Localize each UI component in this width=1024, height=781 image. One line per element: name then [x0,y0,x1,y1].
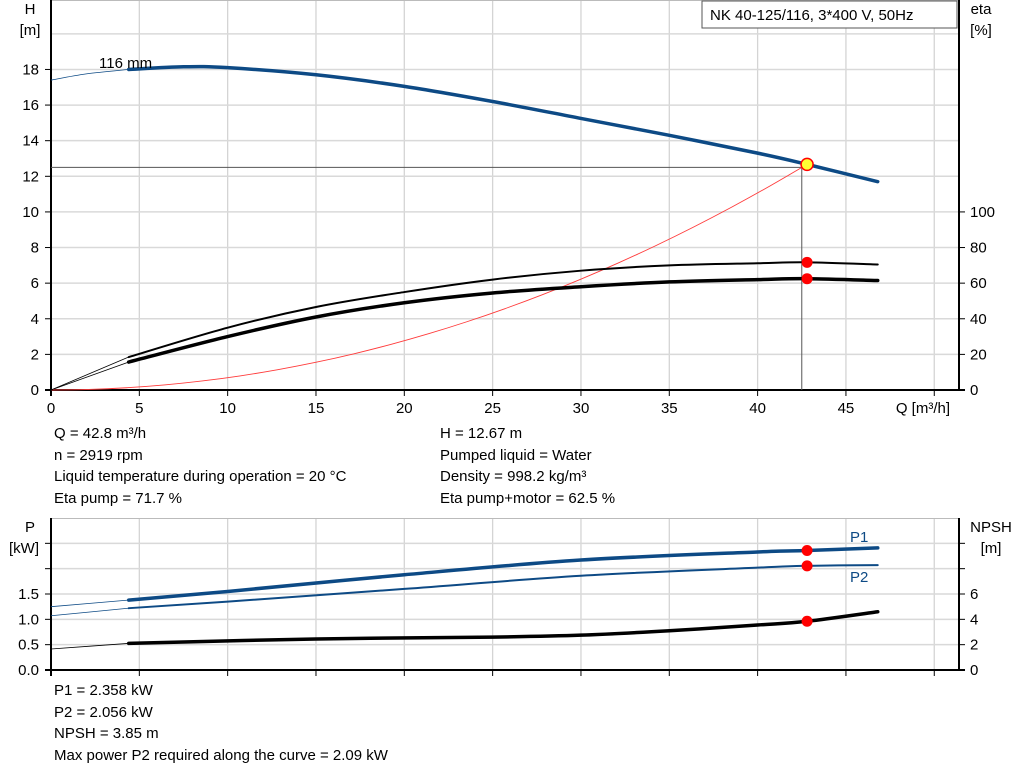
eta-pump-point [801,256,813,268]
h-tick-label: 18 [22,61,39,78]
chart-title: NK 40-125/116, 3*400 V, 50Hz [710,7,913,24]
duty-point [800,157,814,172]
eta-tick-label: 40 [970,311,987,328]
system-curve [50,163,808,391]
p2-curve-extrapolated [50,607,129,617]
plot-frame [50,0,960,391]
x-tick-label: 0 [47,400,55,417]
h-axis-unit: [m] [20,22,41,39]
eta-axis-label: eta [971,1,993,18]
h-tick-label: 2 [31,346,39,363]
title-box [701,0,958,29]
p1-series-label: P1 [850,529,868,546]
tick-labels: 0 5 10 15 20 25 30 35 40 450246810121416180204060… [18,61,995,679]
eta-pump-curve-extrapolated [50,356,129,391]
x-tick-label: 20 [396,400,413,417]
info-temperature: Liquid temperature during operation = 20… [54,468,347,485]
eta-pump-motor-point [801,273,813,285]
q-axis-label: Q [m³/h] [896,400,950,417]
info-speed: n = 2919 rpm [54,446,143,464]
x-tick-label: 35 [661,400,678,417]
x-tick-label: 30 [573,400,590,417]
eta-tick-label: 60 [970,275,987,292]
x-tick-label: 45 [838,400,855,417]
eta-tick-label: 20 [970,346,987,363]
p-tick-label: 1.0 [18,611,39,628]
npsh-axis-label: NPSH [970,519,1012,536]
p-axis-unit: [kW] [9,540,39,557]
p-tick-label: 1.5 [18,586,39,603]
eta-pump-curve [127,261,879,359]
head-curve [126,64,880,184]
info-npsh: NPSH = 3.85 m [54,725,159,742]
p1-point [801,545,813,557]
info-eta-pump-motor: Eta pump+motor = 62.5 % [440,489,616,507]
top-grid [45,0,965,396]
x-tick-label: 15 [308,400,325,417]
npsh-point [801,615,813,627]
impeller-label: 116 mm [99,55,152,72]
npsh-tick-label: 2 [970,637,978,654]
p2-point [801,560,813,572]
npsh-curve-extrapolated [50,643,129,650]
h-tick-label: 12 [22,168,39,185]
curves [50,64,880,650]
x-tick-label: 10 [219,400,236,417]
npsh-curve [126,609,880,646]
p-tick-label: 0.5 [18,637,39,654]
eta-pump-motor-curve-extrapolated [50,361,129,391]
npsh-tick-label: 4 [970,611,978,628]
x-tick-label: 40 [749,400,766,417]
p2-curve [127,564,879,610]
eta-tick-label: 0 [970,382,978,399]
h-axis-label: H [25,1,36,18]
info-bottom: P1 = 2.358 kW P2 = 2.056 kW NPSH = 3.85 … [54,680,388,766]
h-tick-label: 10 [22,204,39,221]
h-tick-label: 16 [22,97,39,114]
p1-curve-extrapolated [50,599,129,608]
x-tick-label: 25 [484,400,501,417]
npsh-tick-label: 6 [970,586,978,603]
p-axis-label: P [25,519,35,536]
info-max-p2: Max power P2 required along the curve = … [54,746,388,764]
head-curve-extrapolated [50,69,129,81]
info-liquid: Pumped liquid = Water [440,446,592,464]
info-eta-pump: Eta pump = 71.7 % [54,489,182,507]
h-tick-label: 0 [31,382,39,399]
info-p1: P1 = 2.358 kW [54,682,153,699]
eta-tick-label: 100 [970,204,995,221]
info-top-right: H = 12.67 m Pumped liquid = Water Densit… [440,423,615,509]
eta-pump-motor-curve [126,276,880,364]
info-p2: P2 = 2.056 kW [54,703,153,721]
info-density: Density = 998.2 kg/m³ [440,468,587,485]
eta-tick-label: 80 [970,240,987,257]
h-tick-label: 4 [31,311,39,328]
info-top-left: Q = 42.8 m³/h n = 2919 rpm Liquid temper… [54,423,346,509]
eta-axis-unit: [%] [970,22,992,39]
p-tick-label: 0.0 [18,662,39,679]
h-tick-label: 8 [31,240,39,257]
h-tick-label: 14 [22,133,39,150]
npsh-tick-label: 0 [970,662,978,679]
npsh-axis-unit: [m] [981,540,1002,557]
info-head: H = 12.67 m [440,425,523,442]
p1-curve [126,546,880,602]
h-tick-label: 6 [31,275,39,292]
info-flow: Q = 42.8 m³/h [54,425,147,442]
x-tick-label: 5 [135,400,143,417]
p2-series-label: P2 [850,569,868,586]
